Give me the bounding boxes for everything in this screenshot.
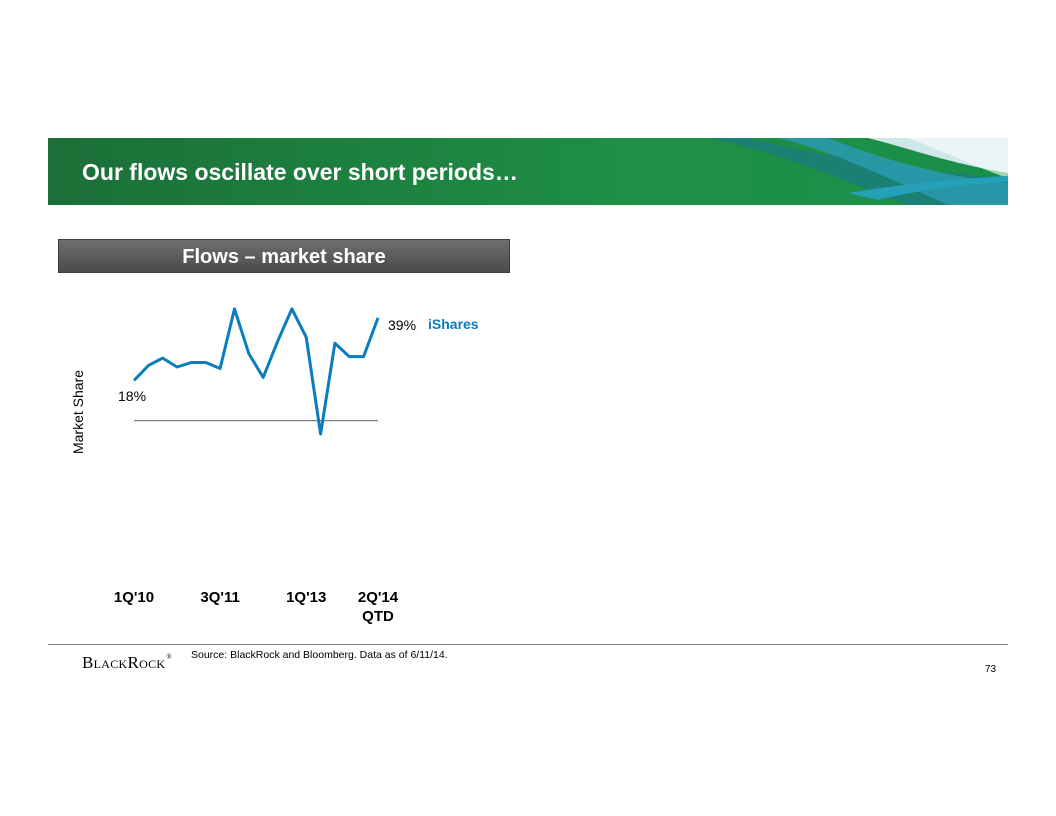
title-decoration bbox=[48, 138, 1008, 205]
source-note: Source: BlackRock and Bloomberg. Data as… bbox=[191, 649, 448, 661]
slide-title: Our flows oscillate over short periods… bbox=[82, 159, 518, 185]
x-tick-label: 2Q'14 QTD bbox=[357, 589, 399, 625]
title-band: Our flows oscillate over short periods… bbox=[48, 138, 1008, 205]
blackrock-logo: BlackRock® bbox=[82, 653, 172, 673]
x-tick-label: 1Q'13 bbox=[286, 589, 327, 606]
y-axis-label: Market Share bbox=[70, 370, 86, 454]
start-value-label: 18% bbox=[118, 388, 146, 404]
footer-divider bbox=[48, 644, 1008, 645]
x-tick-label: 1Q'10 bbox=[113, 589, 155, 606]
logo-text: BlackRock bbox=[82, 653, 166, 672]
series-line-ishares bbox=[132, 307, 380, 436]
series-name-label: iShares bbox=[428, 316, 479, 332]
panel-header: Flows – market share bbox=[58, 239, 510, 273]
logo-registered-mark: ® bbox=[166, 653, 173, 661]
page-number: 73 bbox=[985, 664, 997, 675]
x-tick-label: 3Q'11 bbox=[200, 589, 240, 606]
end-value-label: 39% bbox=[388, 317, 416, 333]
